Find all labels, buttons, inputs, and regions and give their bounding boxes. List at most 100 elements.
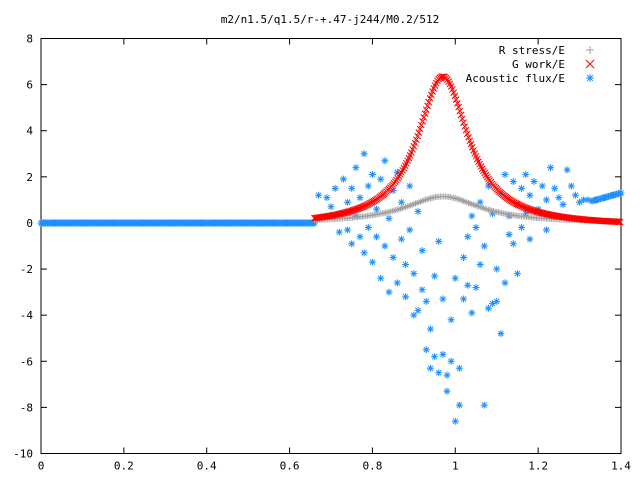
g-work-point xyxy=(345,208,353,215)
y-tick-label: -2 xyxy=(20,263,33,276)
acoustic-flux-point xyxy=(522,171,530,179)
series-g-work xyxy=(311,73,624,226)
acoustic-flux-point xyxy=(368,258,376,266)
acoustic-flux-point xyxy=(368,171,376,179)
acoustic-flux-point xyxy=(402,293,410,301)
acoustic-flux-point xyxy=(497,330,505,338)
acoustic-flux-point xyxy=(414,307,422,315)
chart-title: m2/n1.5/q1.5/r-+.47-j244/M0.2/512 xyxy=(221,13,440,26)
acoustic-flux-point xyxy=(571,191,579,199)
g-work-point xyxy=(396,171,404,178)
x-tick-label: 0.4 xyxy=(197,460,217,473)
acoustic-flux-point xyxy=(460,295,468,303)
acoustic-flux-point xyxy=(426,325,434,333)
acoustic-flux-point xyxy=(385,214,393,222)
acoustic-flux-point xyxy=(406,226,414,234)
g-work-point xyxy=(347,207,354,215)
g-work-point xyxy=(529,207,537,214)
acoustic-flux-point xyxy=(381,242,389,250)
acoustic-flux-point xyxy=(385,288,393,296)
y-tick-label: -4 xyxy=(20,309,34,322)
acoustic-flux-point xyxy=(397,235,405,243)
acoustic-flux-point xyxy=(584,196,592,204)
acoustic-flux-point xyxy=(439,350,447,358)
acoustic-flux-point xyxy=(402,260,410,268)
acoustic-flux-point xyxy=(501,279,509,287)
g-work-point xyxy=(457,111,465,119)
g-work-point xyxy=(421,110,429,117)
acoustic-flux-point xyxy=(526,191,534,199)
acoustic-flux-point xyxy=(501,171,509,179)
acoustic-flux-point xyxy=(472,224,480,232)
legend-label: G work/E xyxy=(512,58,565,71)
legend-marker xyxy=(585,59,595,69)
acoustic-flux-point xyxy=(563,166,571,174)
acoustic-flux-point xyxy=(505,212,513,220)
g-work-point xyxy=(456,107,464,115)
acoustic-flux-point xyxy=(373,233,381,241)
acoustic-flux-point xyxy=(393,279,401,287)
g-work-point xyxy=(462,126,470,134)
g-work-point xyxy=(616,218,624,226)
acoustic-flux-point xyxy=(426,364,434,372)
y-tick-label: 8 xyxy=(26,33,33,46)
acoustic-flux-point xyxy=(397,198,405,206)
acoustic-flux-point xyxy=(451,274,459,282)
acoustic-flux-point xyxy=(530,177,538,185)
g-work-point xyxy=(340,209,348,217)
g-work-point xyxy=(344,208,352,216)
g-work-point xyxy=(481,169,489,177)
legend-marker xyxy=(586,46,594,54)
acoustic-flux-point xyxy=(377,274,385,282)
acoustic-flux-point xyxy=(422,297,430,305)
y-tick-label: -6 xyxy=(20,355,33,368)
x-tick-label: 0.6 xyxy=(280,460,300,473)
acoustic-flux-point xyxy=(493,297,501,305)
g-work-point xyxy=(454,99,461,107)
axis-ticks: 0 0.2 0.4 0.6 0.8 1 1.2 1.4 8 6 4 2 0 -2 -4 -6 -8 -10 xyxy=(13,33,631,473)
acoustic-flux-point xyxy=(460,254,468,262)
g-work-point xyxy=(417,121,425,129)
legend-label: R stress/E xyxy=(499,44,565,57)
acoustic-flux-point xyxy=(576,198,584,206)
acoustic-flux-point xyxy=(489,300,497,308)
acoustic-flux-point xyxy=(559,201,567,208)
acoustic-flux-point xyxy=(439,295,447,303)
acoustic-flux-point xyxy=(381,157,389,165)
acoustic-flux-point xyxy=(484,182,492,190)
acoustic-flux-point xyxy=(339,175,347,183)
acoustic-flux-point xyxy=(526,235,534,243)
g-work-point xyxy=(419,118,426,125)
series-acoustic-flux xyxy=(37,150,625,425)
acoustic-flux-point xyxy=(509,240,517,248)
g-work-point xyxy=(342,209,349,216)
g-work-point xyxy=(425,98,433,106)
g-work-point xyxy=(439,73,446,80)
acoustic-flux-point xyxy=(414,207,422,215)
g-work-point xyxy=(463,130,471,138)
x-tick-label: 0 xyxy=(38,460,45,473)
acoustic-flux-point xyxy=(364,224,372,232)
x-tick-label: 1.4 xyxy=(611,460,631,473)
g-work-point xyxy=(420,114,428,121)
acoustic-flux-point xyxy=(538,182,546,190)
acoustic-flux-point xyxy=(360,150,368,158)
g-work-point xyxy=(452,96,460,103)
acoustic-flux-point xyxy=(377,175,385,183)
g-work-point xyxy=(426,95,434,102)
acoustic-flux-point xyxy=(435,237,443,245)
g-work-point xyxy=(460,119,467,127)
acoustic-flux-point xyxy=(344,198,352,206)
acoustic-flux-point xyxy=(360,249,368,257)
acoustic-flux-point xyxy=(315,191,323,199)
y-tick-label: -8 xyxy=(20,401,33,414)
acoustic-flux-point xyxy=(335,228,343,236)
g-work-point xyxy=(531,207,538,215)
acoustic-flux-point xyxy=(443,371,451,379)
legend-label: Acoustic flux/E xyxy=(466,72,565,85)
y-tick-label: 4 xyxy=(26,125,33,138)
acoustic-flux-point xyxy=(493,265,501,273)
acoustic-flux-point xyxy=(443,387,451,395)
acoustic-flux-point xyxy=(435,369,443,377)
